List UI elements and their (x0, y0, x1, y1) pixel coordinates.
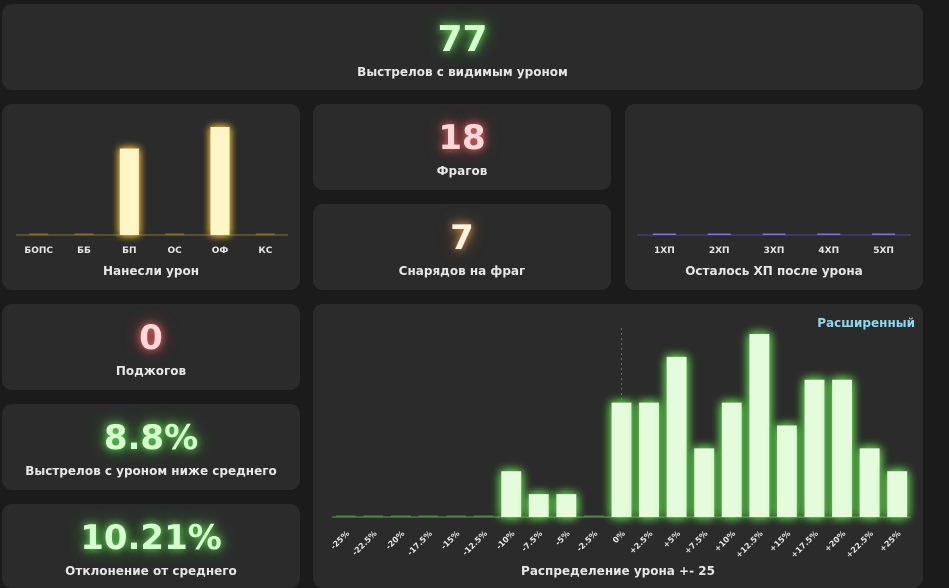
bar-4ХП (817, 233, 841, 235)
tick-label-0%: 0% (611, 529, 627, 545)
damage-dealt-card: БОПС ББ БП ОС ОФ КС Нанесли урон (2, 104, 300, 290)
bar-1ХП (652, 233, 676, 235)
tick-label--5%: -5% (553, 529, 571, 547)
fires-card: 0 Поджогов (2, 304, 300, 390)
tick-label-+10%: +10% (713, 529, 738, 554)
frags-label: Фрагов (436, 164, 488, 178)
tick-label-+15%: +15% (768, 529, 793, 554)
bar-+12.5% (749, 334, 770, 517)
bar-+10% (721, 402, 742, 517)
bar-ОФ (210, 127, 230, 235)
bar--17.5% (418, 515, 439, 517)
below-average-value: 8.8% (103, 418, 199, 458)
hp-left-chart: 1ХП 2ХП 3ХП 4ХП 5ХП (637, 233, 911, 256)
below-average-card: 8.8% Выстрелов с уроном ниже среднего (2, 404, 300, 490)
damage-distribution-card: -25% -22.5% -20% -17.5% -15% -12.5% -10% -7.5% -… (313, 304, 923, 588)
tick-label--10%: -10% (494, 529, 516, 551)
tick-label-БП: БП (122, 246, 136, 256)
bar-0% (611, 402, 632, 517)
tick-label-4ХП: 4ХП (818, 246, 839, 256)
bar--25% (335, 515, 356, 517)
fires-value: 0 (139, 318, 163, 358)
bar--12.5% (473, 515, 494, 517)
visible-damage-shots-label: Выстрелов с видимым уроном (357, 65, 568, 79)
bar-ББ (74, 233, 94, 235)
tick-label--2.5%: -2.5% (575, 529, 599, 553)
bar-КС (255, 233, 275, 235)
tick-label-БОПС: БОПС (24, 246, 53, 256)
frags-value: 18 (438, 118, 486, 158)
deviation-card: 10.21% Отклонение от среднего (2, 504, 300, 588)
bar--7.5% (528, 494, 549, 517)
bar-5ХП (872, 233, 896, 235)
bar-+5% (666, 356, 687, 517)
tick-label-+22.5%: +22.5% (844, 529, 875, 560)
below-average-label: Выстрелов с уроном ниже среднего (25, 464, 277, 478)
shells-per-frag-value: 7 (450, 218, 474, 258)
tick-label--17.5%: -17.5% (406, 529, 434, 557)
tick-label-+17.5%: +17.5% (789, 529, 820, 560)
bar--22.5% (363, 515, 384, 517)
bar-+22.5% (859, 448, 880, 517)
tick-label-2ХП: 2ХП (709, 246, 730, 256)
bar--10% (501, 471, 522, 517)
visible-damage-shots-value: 77 (437, 19, 488, 60)
tick-label-1ХП: 1ХП (654, 246, 675, 256)
bar-БП (119, 148, 139, 235)
tick-label--12.5%: -12.5% (461, 529, 489, 557)
tick-label-+7.5%: +7.5% (683, 529, 710, 556)
bar--5% (556, 494, 577, 517)
tick-label--25%: -25% (329, 529, 351, 551)
bar--20% (391, 515, 411, 517)
tick-label-ББ: ББ (77, 246, 91, 256)
tick-label-3ХП: 3ХП (764, 246, 785, 256)
bar-+2.5% (639, 402, 659, 517)
tick-label--15%: -15% (439, 529, 461, 551)
bar-ОС (165, 233, 185, 235)
deviation-value: 10.21% (80, 518, 222, 558)
bar--15% (446, 515, 466, 517)
deviation-label: Отклонение от среднего (65, 564, 237, 578)
bar-+15% (777, 425, 797, 517)
tick-label-+25%: +25% (878, 529, 903, 554)
bar-БОПС (29, 233, 49, 235)
bar-+17.5% (804, 379, 825, 517)
tick-label--22.5%: -22.5% (350, 529, 378, 557)
frags-card: 18 Фрагов (313, 104, 611, 190)
fires-label: Поджогов (115, 364, 187, 378)
tick-label-ОФ: ОФ (212, 246, 229, 256)
tick-label--20%: -20% (384, 529, 406, 551)
bar-+7.5% (694, 448, 715, 517)
bar-+20% (832, 379, 852, 517)
visible-damage-shots-card: 77 Выстрелов с видимым уроном (2, 4, 923, 90)
bar-+25% (887, 471, 908, 517)
hp-left-card: 1ХП 2ХП 3ХП 4ХП 5ХП Осталось ХП после урона (625, 104, 923, 290)
damage-distribution-title: Распределение урона +- 25 (521, 564, 715, 578)
tick-label-+20%: +20% (823, 529, 848, 554)
tick-label-+12.5%: +12.5% (734, 529, 765, 560)
shells-per-frag-card: 7 Снарядов на фраг (313, 204, 611, 290)
shells-per-frag-label: Снарядов на фраг (398, 264, 526, 278)
tick-label--7.5%: -7.5% (520, 529, 544, 553)
hp-left-title: Осталось ХП после урона (685, 264, 863, 278)
tick-label-+2.5%: +2.5% (628, 529, 655, 556)
bar-2ХП (707, 233, 731, 235)
damage-distribution-chart: -25% -22.5% -20% -17.5% -15% -12.5% -10% -7.5% -… (329, 328, 911, 560)
tick-label-+5%: +5% (661, 529, 682, 550)
extended-link[interactable]: Расширенный (817, 316, 915, 330)
damage-dealt-chart: БОПС ББ БП ОС ОФ КС (16, 127, 288, 256)
tick-label-ОС: ОС (168, 246, 183, 256)
tick-label-5ХП: 5ХП (873, 246, 894, 256)
tick-label-КС: КС (258, 246, 272, 256)
damage-dealt-title: Нанесли урон (102, 264, 199, 278)
bar--2.5% (584, 515, 604, 517)
bar-3ХП (762, 233, 786, 235)
